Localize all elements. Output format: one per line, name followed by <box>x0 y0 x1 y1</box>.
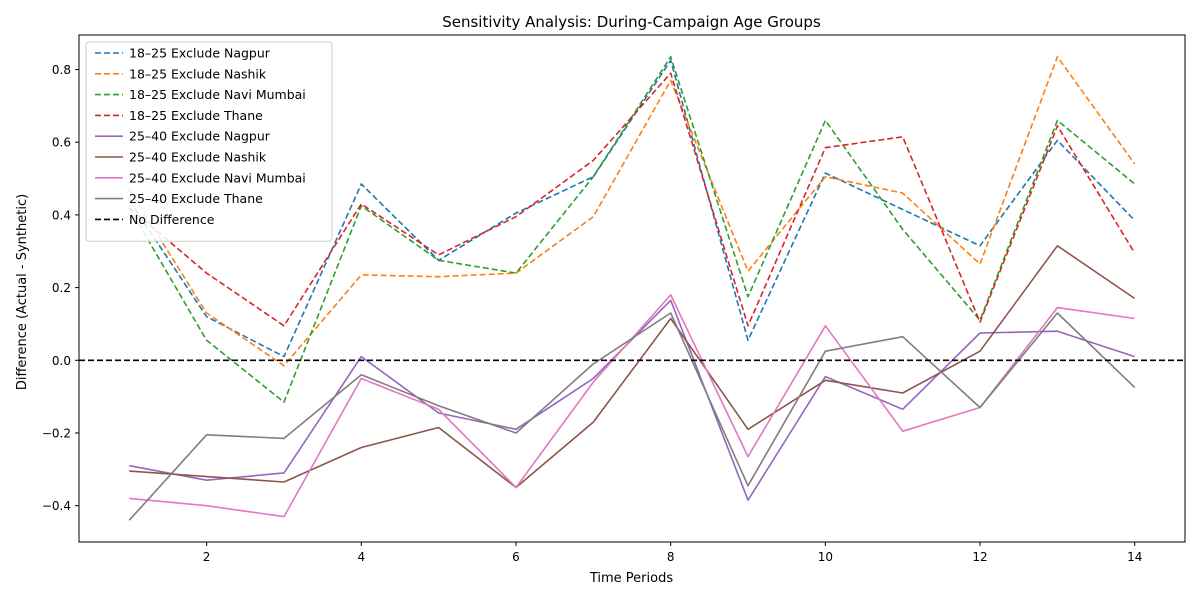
plot-area: 2 4 6 8 10 12 14 −0.4 −0.2 0.0 0.2 0.4 0.6 0.8 <box>42 34 1186 564</box>
chart-title: Sensitivity Analysis: During-Campaign Ag… <box>442 13 821 31</box>
legend: 18–25 Exclude Nagpur 18–25 Exclude Nashik… <box>85 41 333 242</box>
series-line <box>129 245 1136 489</box>
y-tick-label: 0.6 <box>52 136 71 150</box>
legend-label: 18–25 Exclude Navi Mumbai <box>129 87 306 102</box>
legend-label: 18–25 Exclude Nashik <box>129 66 267 81</box>
x-tick-label: 2 <box>203 550 211 564</box>
legend-label: 25–40 Exclude Nagpur <box>129 129 271 144</box>
series-line <box>129 299 1135 502</box>
series-line <box>128 55 1136 403</box>
axes-frame <box>78 34 1186 543</box>
legend-label: 25–40 Exclude Nashik <box>129 150 267 165</box>
x-tick-label: 8 <box>667 550 675 564</box>
series-line <box>128 312 1136 521</box>
legend-label: No Difference <box>129 212 215 227</box>
y-tick-label: 0.2 <box>52 281 71 295</box>
series-line <box>128 59 1136 358</box>
x-tick-label: 4 <box>357 550 365 564</box>
series-line <box>129 294 1135 518</box>
legend-label: 25–40 Exclude Thane <box>129 191 263 206</box>
y-tick-label: 0.4 <box>52 208 71 222</box>
legend-box <box>85 41 333 242</box>
legend-label: 18–25 Exclude Thane <box>129 108 263 123</box>
legend-label: 18–25 Exclude Nagpur <box>129 46 271 61</box>
x-axis-label: Time Periods <box>589 571 673 586</box>
series-line <box>128 72 1136 327</box>
x-tick-label: 10 <box>818 550 833 564</box>
x-tick-label: 6 <box>512 550 520 564</box>
y-tick-label: −0.2 <box>42 426 71 440</box>
y-tick-label: 0.0 <box>52 354 71 368</box>
y-axis-label: Difference (Actual - Synthetic) <box>15 194 30 390</box>
x-tick-label: 14 <box>1127 550 1142 564</box>
x-tick-label: 12 <box>972 550 987 564</box>
y-tick-label: −0.4 <box>42 499 71 513</box>
legend-label: 25–40 Exclude Navi Mumbai <box>129 170 306 185</box>
series-line <box>128 55 1136 367</box>
y-tick-label: 0.8 <box>52 63 71 77</box>
